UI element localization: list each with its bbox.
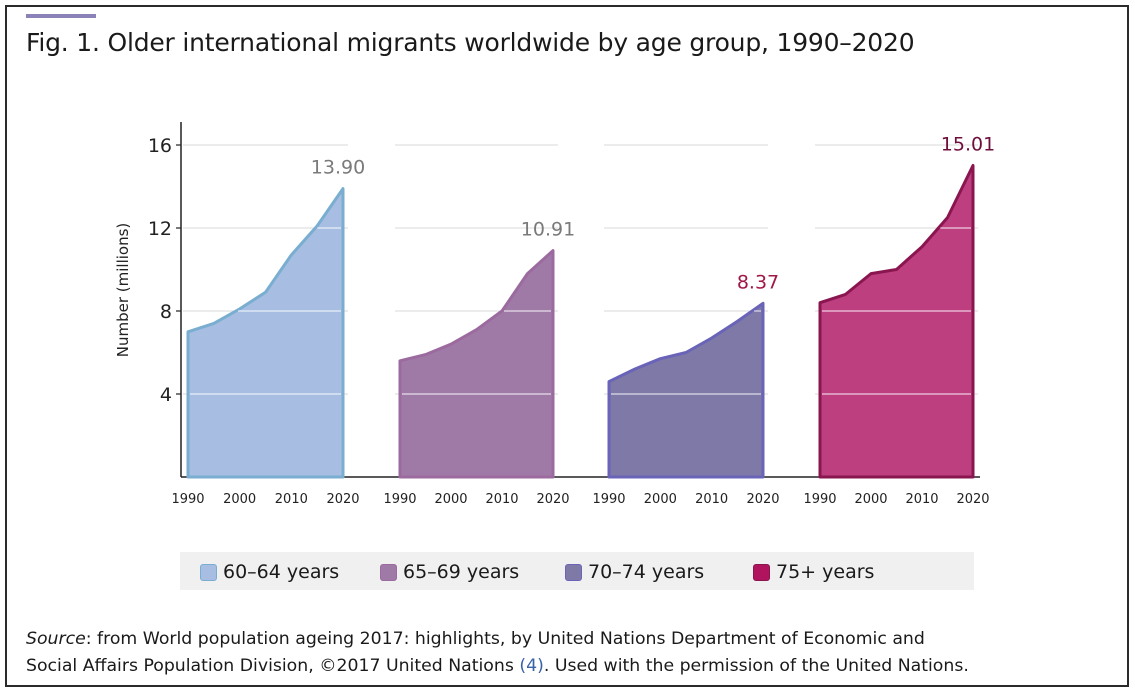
x-tick-label: 2010: [905, 492, 938, 507]
source-line-2: Social Affairs Population Division, ©201…: [26, 656, 520, 676]
area-series-3: [818, 164, 975, 479]
x-tick-label: 2000: [644, 492, 677, 507]
source-line-2-end: . Used with the permission of the United…: [543, 656, 969, 676]
legend-label-60-64: 60–64 years: [223, 561, 340, 583]
legend-label-65-69: 65–69 years: [403, 561, 520, 583]
data-label-0: 13.90: [311, 157, 365, 179]
x-tick-label: 2010: [695, 492, 728, 507]
x-tick-label: 2010: [485, 492, 518, 507]
source-note: Source: from World population ageing 201…: [26, 626, 1116, 680]
x-tick-label: 2000: [434, 492, 467, 507]
y-tick-label: 8: [160, 301, 172, 323]
area-series-1: [398, 249, 555, 479]
data-label-3: 15.01: [941, 134, 995, 156]
legend-label-75-plus: 75+ years: [776, 561, 875, 583]
legend-label-70-74: 70–74 years: [588, 561, 705, 583]
x-tick-label: 2020: [746, 492, 779, 507]
x-tick-label: 1990: [803, 492, 836, 507]
legend-item-60-64: 60–64 years: [200, 561, 339, 583]
title-accent-line: [26, 14, 96, 18]
x-tick-label: 2020: [536, 492, 569, 507]
legend-swatch-70-74: [565, 563, 582, 581]
legend: 60–64 years 65–69 years 70–74 years 75+ …: [180, 552, 974, 590]
x-tick-label: 2020: [956, 492, 989, 507]
legend-swatch-75-plus: [753, 563, 770, 581]
area-series-0: [186, 187, 345, 479]
x-tick-label: 2000: [854, 492, 887, 507]
x-tick-label: 1990: [592, 492, 625, 507]
source-prefix: Source: [26, 629, 86, 649]
area-series-2: [607, 301, 765, 479]
y-tick-label: 16: [148, 135, 172, 157]
figure-title: Fig. 1. Older international migrants wor…: [26, 28, 915, 57]
x-tick-label: 2010: [275, 492, 308, 507]
legend-item-70-74: 70–74 years: [565, 561, 704, 583]
x-tick-label: 2000: [223, 492, 256, 507]
source-reference-link[interactable]: (4): [519, 656, 544, 676]
x-tick-label: 1990: [171, 492, 204, 507]
y-tick-label: 4: [160, 384, 172, 406]
y-axis-label: Number (millions): [114, 223, 132, 358]
data-label-1: 10.91: [521, 219, 575, 241]
source-line-1: : from World population ageing 2017: hig…: [85, 629, 925, 649]
legend-swatch-60-64: [200, 563, 217, 581]
legend-item-75-plus: 75+ years: [753, 561, 874, 583]
legend-item-65-69: 65–69 years: [380, 561, 519, 583]
x-tick-label: 1990: [383, 492, 416, 507]
data-label-2: 8.37: [737, 271, 779, 293]
y-tick-label: 12: [148, 218, 172, 240]
legend-swatch-65-69: [380, 563, 397, 581]
x-tick-label: 2020: [326, 492, 359, 507]
